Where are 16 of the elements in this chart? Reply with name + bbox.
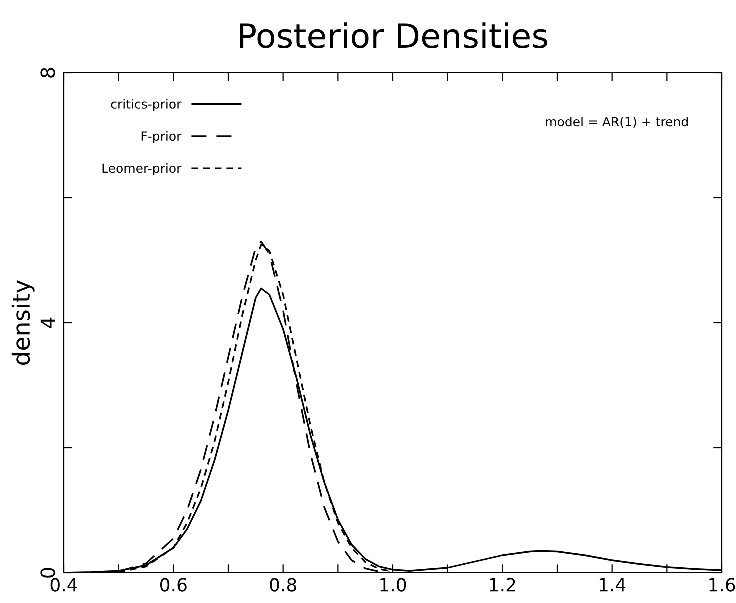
x-tick-label: 1.6 xyxy=(710,578,736,592)
legend-label: Leomer-prior xyxy=(102,163,182,176)
y-tick-label: 0 xyxy=(40,568,56,578)
y-tick-label: 4 xyxy=(40,318,56,328)
chart-title: Posterior Densities xyxy=(240,22,548,48)
x-tick-label: 0.8 xyxy=(270,578,296,592)
y-tick-label: 8 xyxy=(40,68,56,78)
x-tick-label: 0.4 xyxy=(50,578,78,592)
x-tick-label: 1.0 xyxy=(380,578,406,592)
legend-label: F-prior xyxy=(142,131,182,144)
x-tick-label: 1.4 xyxy=(600,578,626,592)
annotation: model = AR(1) + trend xyxy=(546,116,688,128)
x-tick-label: 1.2 xyxy=(490,578,516,592)
y-axis-title: density xyxy=(12,280,35,365)
legend-label: critics-prior xyxy=(111,99,182,112)
x-tick-label: 0.6 xyxy=(160,578,187,592)
